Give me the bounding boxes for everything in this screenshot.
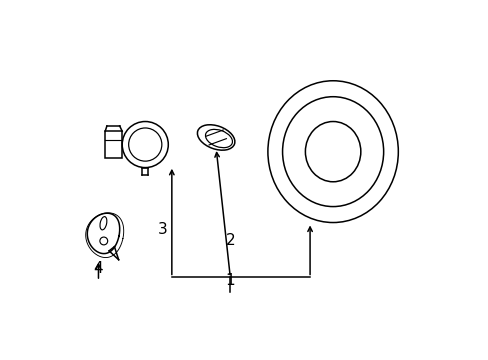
- Text: 2: 2: [225, 233, 235, 248]
- Text: 3: 3: [158, 222, 167, 237]
- Bar: [105, 131, 122, 158]
- Text: 1: 1: [225, 273, 235, 288]
- Text: 4: 4: [94, 261, 103, 276]
